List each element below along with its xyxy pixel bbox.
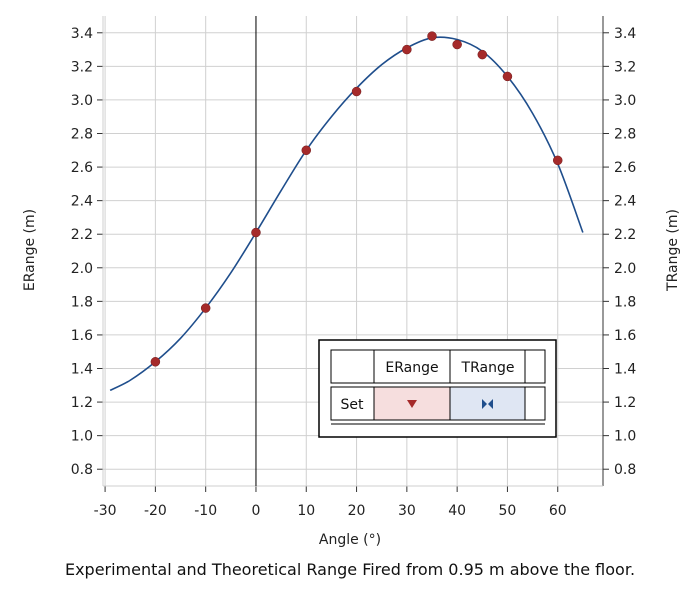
y-axis-left-title: ERange (m) [22, 209, 38, 291]
erange-data-point [301, 145, 312, 156]
legend-row-set: Set [341, 397, 365, 413]
legend-header-spacer-cell [524, 349, 546, 384]
erange-data-point [150, 357, 161, 367]
y-tick-label-left: 2.4 [71, 194, 93, 210]
erange-data-point [427, 31, 437, 41]
erange-data-point [552, 155, 563, 166]
y-tick-label-right: 2.6 [614, 160, 636, 176]
legend: ERange TRange Set [318, 339, 557, 438]
y-tick-label-left: 3.4 [71, 26, 93, 42]
erange-data-point [502, 71, 513, 82]
x-tick-label: -30 [94, 503, 117, 519]
y-tick-label-right: 1.2 [614, 395, 636, 411]
y-tick-label-right: 0.8 [614, 462, 636, 478]
erange-data-point [477, 49, 488, 60]
y-tick-label-left: 1.8 [71, 294, 93, 310]
x-tick-label: 50 [499, 503, 517, 519]
legend-column-erange: ERange [385, 360, 438, 376]
y-tick-label-right: 1.4 [614, 362, 636, 378]
x-tick-label: 20 [348, 503, 366, 519]
y-tick-label-left: 1.4 [71, 362, 93, 378]
y-tick-label-left: 1.0 [71, 429, 93, 445]
y-tick-label-left: 2.0 [71, 261, 93, 277]
legend-erange-marker-icon [407, 400, 417, 408]
erange-data-point [200, 303, 211, 313]
y-tick-label-left: 0.8 [71, 462, 93, 478]
y-tick-label-right: 2.0 [614, 261, 636, 277]
legend-header-blank-cell [330, 349, 375, 384]
x-tick-label: 0 [252, 503, 261, 519]
y-axis-right-title: TRange (m) [665, 209, 681, 292]
x-tick-label: -20 [144, 503, 167, 519]
erange-data-point [452, 39, 462, 50]
y-tick-label-right: 2.8 [614, 127, 636, 143]
y-tick-label-right: 2.4 [614, 194, 636, 210]
legend-row-spacer-cell [524, 386, 546, 421]
erange-data-point [402, 44, 412, 55]
x-axis-title: Angle (°) [319, 532, 381, 548]
tick-labels: 0.8 0.8 1.0 1.0 1.2 1.2 1.4 1.4 1.6 1.6 1.8 1.8 2.0 2… [71, 26, 637, 519]
y-tick-label-left: 2.2 [71, 227, 93, 243]
axes [97, 16, 609, 492]
trange-theoretical-curve [109, 36, 584, 392]
x-tick-label: -10 [194, 503, 217, 519]
data-series [109, 31, 584, 392]
legend-header-erange-cell [373, 349, 451, 384]
figure-caption: Experimental and Theoretical Range Fired… [64, 560, 636, 579]
legend-row-label-cell [330, 386, 375, 421]
y-tick-label-left: 1.6 [71, 328, 93, 344]
y-tick-label-left: 3.0 [71, 93, 93, 109]
y-tick-label-right: 1.8 [614, 294, 636, 310]
x-tick-label: 30 [398, 503, 416, 519]
y-tick-label-right: 1.6 [614, 328, 636, 344]
y-tick-label-right: 3.4 [614, 26, 636, 42]
y-tick-label-right: 3.2 [614, 59, 636, 75]
erange-data-point [251, 227, 261, 238]
x-tick-label: 60 [549, 503, 567, 519]
x-tick-label: 10 [297, 503, 315, 519]
legend-column-trange: TRange [461, 360, 515, 376]
y-tick-label-left: 3.2 [71, 59, 93, 75]
legend-trange-marker-icon [482, 399, 493, 409]
legend-trange-swatch-cell [449, 386, 526, 421]
y-tick-label-left: 1.2 [71, 395, 93, 411]
y-tick-label-right: 3.0 [614, 93, 636, 109]
erange-data-point [351, 86, 362, 97]
y-tick-label-left: 2.8 [71, 127, 93, 143]
y-tick-label-right: 2.2 [614, 227, 636, 243]
legend-header-trange-cell [449, 349, 526, 384]
y-tick-label-right: 1.0 [614, 429, 636, 445]
x-tick-label: 40 [448, 503, 466, 519]
y-tick-label-left: 2.6 [71, 160, 93, 176]
